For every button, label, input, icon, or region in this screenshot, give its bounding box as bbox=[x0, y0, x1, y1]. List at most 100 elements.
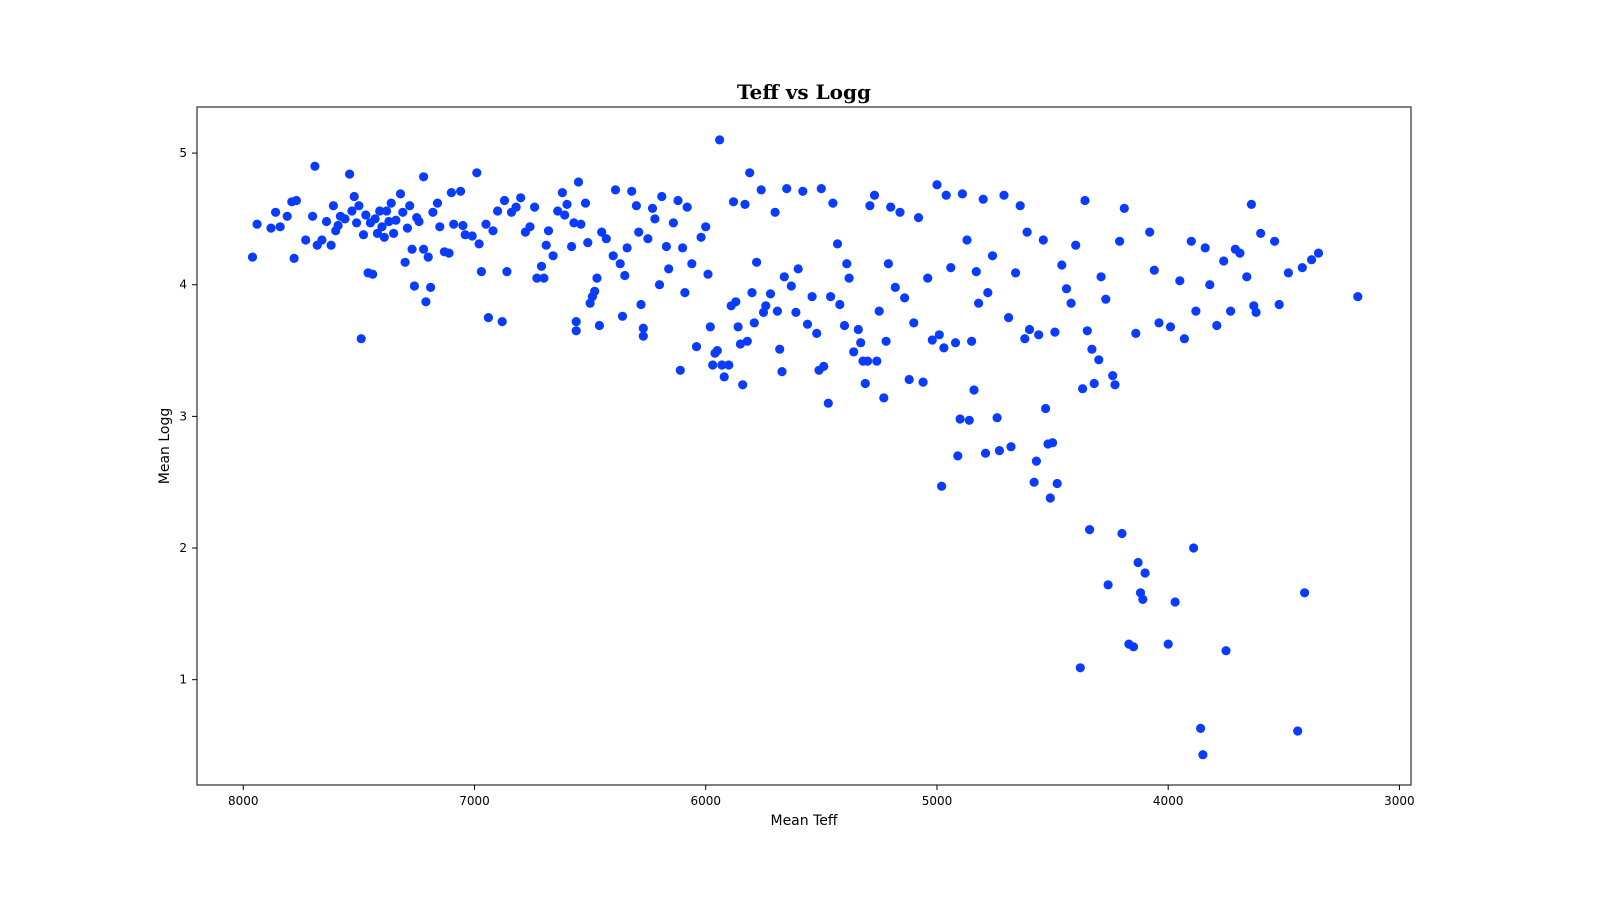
scatter-point bbox=[590, 286, 600, 296]
scatter-point bbox=[872, 356, 882, 366]
scatter-point bbox=[291, 195, 301, 206]
scatter-point bbox=[719, 372, 729, 382]
scatter-point bbox=[597, 227, 607, 237]
scatter-point bbox=[405, 201, 415, 211]
scatter-point bbox=[1108, 371, 1118, 381]
scatter-point bbox=[481, 219, 491, 229]
scatter-point bbox=[728, 197, 739, 207]
scatter-point bbox=[511, 202, 521, 212]
y-axis: 1 2 3 4 5 bbox=[179, 146, 197, 687]
scatter-point bbox=[946, 263, 956, 273]
scatter-point bbox=[816, 184, 826, 194]
scatter-point bbox=[483, 313, 493, 323]
scatter-point bbox=[974, 298, 984, 308]
scatter-point bbox=[610, 185, 621, 195]
scatter-point bbox=[1128, 642, 1139, 652]
scatter-point bbox=[927, 335, 937, 345]
y-tick-label: 5 bbox=[179, 146, 187, 160]
scatter-point bbox=[964, 415, 974, 425]
scatter-point bbox=[691, 342, 702, 352]
x-tick-label: 6000 bbox=[690, 794, 721, 808]
x-tick-label: 3000 bbox=[1384, 794, 1415, 808]
scatter-point bbox=[865, 201, 875, 211]
scatter-point bbox=[826, 292, 836, 302]
scatter-point bbox=[446, 188, 456, 198]
x-tick-label: 4000 bbox=[1153, 794, 1184, 808]
scatter-point bbox=[419, 244, 429, 254]
scatter-point bbox=[869, 190, 880, 200]
scatter-point bbox=[317, 235, 327, 245]
scatter-point bbox=[874, 306, 884, 316]
scatter-point bbox=[421, 297, 431, 307]
scatter-point bbox=[541, 240, 551, 250]
scatter-point bbox=[497, 317, 507, 327]
scatter-point bbox=[782, 184, 792, 194]
scatter-point bbox=[733, 322, 743, 332]
scatter-point bbox=[1140, 568, 1150, 578]
scatter-point bbox=[419, 172, 429, 182]
scatter-point bbox=[384, 216, 394, 227]
x-axis-label: Mean Teff bbox=[770, 813, 837, 829]
scatter-point bbox=[356, 334, 366, 344]
scatter-point bbox=[638, 331, 648, 341]
scatter-point bbox=[539, 273, 549, 283]
scatter-point bbox=[467, 231, 477, 241]
y-tick-label: 1 bbox=[179, 673, 187, 687]
scatter-point bbox=[1075, 663, 1085, 673]
scatter-point bbox=[687, 259, 697, 269]
scatter-point bbox=[1226, 306, 1236, 316]
scatter-point bbox=[890, 282, 900, 292]
scatter-point bbox=[1189, 543, 1199, 553]
x-tick-label: 5000 bbox=[922, 794, 953, 808]
scatter-point bbox=[289, 253, 299, 263]
scatter-point bbox=[844, 273, 854, 283]
scatter-point bbox=[647, 203, 658, 213]
scatter-point bbox=[1196, 723, 1206, 734]
scatter-point bbox=[1004, 313, 1014, 323]
scatter-point bbox=[1087, 344, 1097, 354]
scatter-point bbox=[502, 267, 512, 277]
scatter-point bbox=[398, 207, 408, 217]
scatter-point bbox=[423, 252, 433, 262]
scatter-point bbox=[1175, 276, 1185, 286]
scatter-point bbox=[742, 336, 752, 346]
scatter-point bbox=[638, 323, 648, 333]
scatter-point bbox=[525, 222, 535, 232]
scatter-point bbox=[717, 360, 727, 370]
scatter-point bbox=[863, 356, 873, 366]
scatter-point bbox=[701, 222, 711, 232]
scatter-point bbox=[409, 281, 419, 291]
scatter-point bbox=[349, 191, 359, 202]
y-tick-label: 2 bbox=[179, 541, 187, 555]
scatter-point bbox=[247, 252, 258, 262]
scatter-point bbox=[1186, 236, 1196, 246]
scatter-point bbox=[1179, 334, 1189, 344]
scatter-point bbox=[957, 189, 968, 199]
scatter-point bbox=[1038, 235, 1048, 245]
scatter-point bbox=[712, 346, 722, 356]
y-tick-label: 3 bbox=[179, 409, 187, 423]
scatter-point bbox=[636, 299, 646, 310]
scatter-point bbox=[1307, 255, 1317, 265]
x-axis: 8000 7000 6000 5000 4000 3000 bbox=[228, 785, 1415, 808]
scatter-point bbox=[749, 318, 759, 328]
scatter-point bbox=[458, 220, 468, 231]
scatter-point bbox=[569, 218, 579, 228]
scatter-point bbox=[400, 257, 410, 267]
scatter-point bbox=[682, 202, 692, 212]
scatter-point bbox=[904, 374, 914, 385]
scatter-point bbox=[1191, 306, 1201, 316]
scatter-point bbox=[708, 360, 718, 370]
scatter-point bbox=[1198, 750, 1208, 760]
scatter-point bbox=[1096, 272, 1106, 282]
scatter-point bbox=[347, 206, 357, 216]
scatter-point bbox=[886, 202, 896, 212]
scatter-point bbox=[939, 343, 949, 353]
scatter-point bbox=[333, 220, 343, 231]
scatter-point bbox=[879, 393, 889, 403]
scatter-point bbox=[1089, 378, 1099, 389]
scatter-point bbox=[444, 248, 454, 258]
scatter-point bbox=[576, 219, 586, 229]
scatter-point bbox=[1057, 260, 1067, 270]
scatter-point bbox=[1131, 328, 1141, 338]
